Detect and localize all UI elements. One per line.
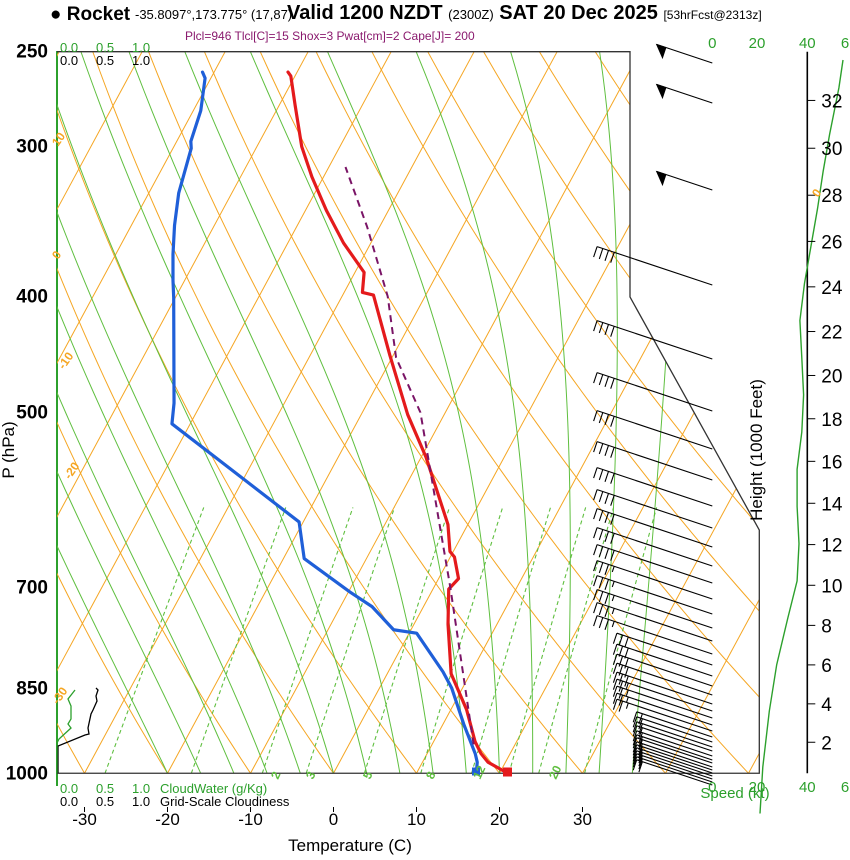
svg-text:1.0: 1.0 [132,53,150,68]
svg-text:700: 700 [16,578,48,599]
svg-text:6: 6 [821,656,832,677]
svg-text:20: 20 [749,779,766,796]
svg-text:20: 20 [749,35,766,52]
svg-text:Temperature (C): Temperature (C) [288,836,412,855]
svg-text:0.0: 0.0 [60,794,78,809]
svg-text:2: 2 [821,733,832,754]
svg-text:500: 500 [16,402,48,423]
svg-text:8: 8 [821,616,832,637]
svg-text:28: 28 [821,186,842,207]
svg-text:-20: -20 [155,810,180,829]
svg-text:0.5: 0.5 [96,794,114,809]
svg-text:30: 30 [573,810,592,829]
svg-text:10: 10 [821,576,842,597]
svg-text:4: 4 [821,695,832,716]
svg-text:P (hPa): P (hPa) [0,421,18,478]
svg-text:10: 10 [407,810,426,829]
svg-text:0.5: 0.5 [96,53,114,68]
svg-text:32: 32 [821,91,842,112]
svg-text:0: 0 [708,779,716,796]
svg-text:-10: -10 [238,810,263,829]
svg-text:22: 22 [821,323,842,344]
svg-text:850: 850 [16,679,48,700]
svg-text:40: 40 [799,35,816,52]
svg-text:14: 14 [821,494,843,515]
svg-text:20: 20 [490,810,509,829]
svg-text:0.0: 0.0 [60,53,78,68]
svg-text:6: 6 [841,35,849,52]
svg-text:12: 12 [821,536,842,557]
svg-text:400: 400 [16,286,48,307]
svg-text:40: 40 [799,779,816,796]
svg-text:Height (1000 Feet): Height (1000 Feet) [747,379,766,521]
svg-text:26: 26 [821,232,842,253]
svg-text:1000: 1000 [6,763,48,784]
svg-text:20: 20 [821,366,842,387]
svg-text:Grid-Scale Cloudiness: Grid-Scale Cloudiness [160,794,290,809]
svg-text:16: 16 [821,452,842,473]
svg-text:6: 6 [841,779,849,796]
svg-text:1.0: 1.0 [132,794,150,809]
svg-text:0: 0 [708,35,716,52]
svg-text:0: 0 [329,810,338,829]
svg-text:24: 24 [821,278,843,299]
svg-text:250: 250 [16,42,48,63]
svg-text:-30: -30 [72,810,97,829]
svg-text:18: 18 [821,410,842,431]
svg-text:30: 30 [821,139,842,160]
svg-text:300: 300 [16,137,48,158]
